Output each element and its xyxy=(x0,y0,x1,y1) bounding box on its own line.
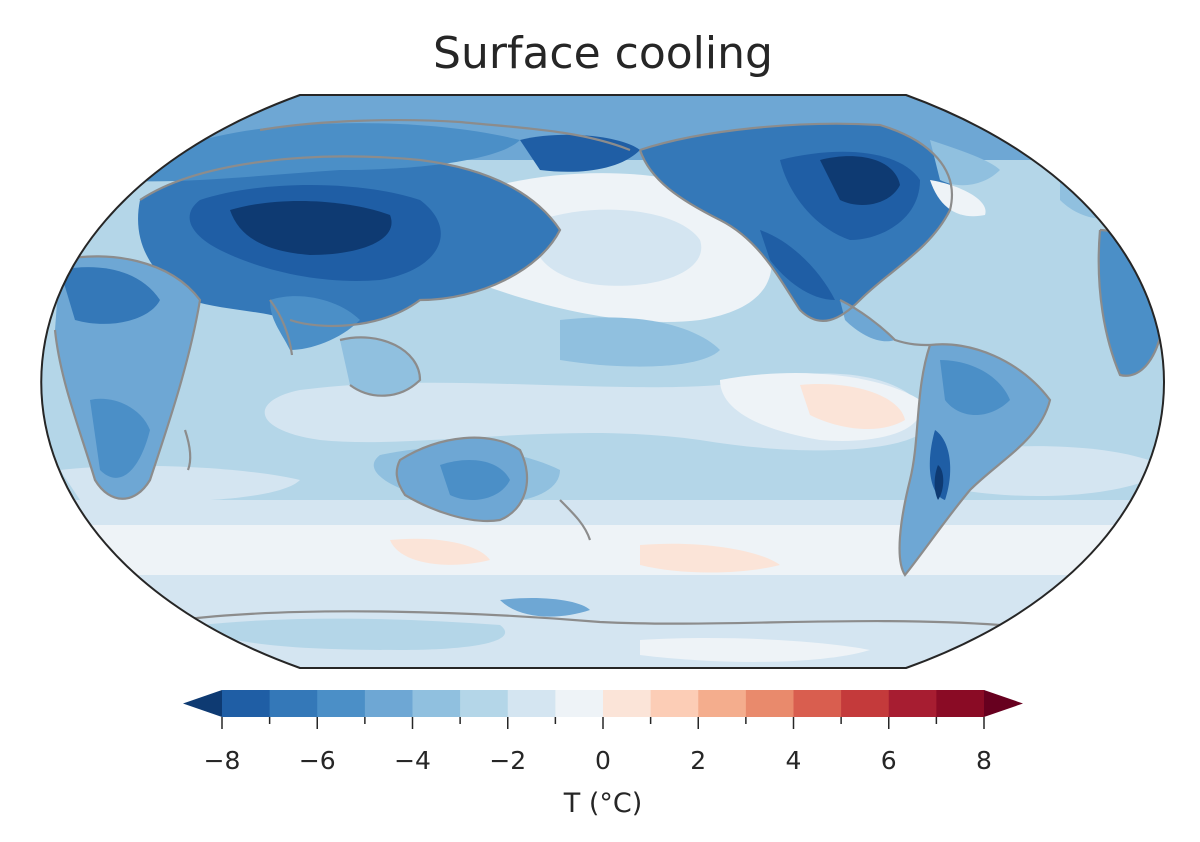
colorbar-ticks xyxy=(221,717,985,729)
colorbar-bin xyxy=(222,690,271,717)
colorbar-tick-label: 0 xyxy=(595,746,611,775)
colorbar-bin xyxy=(936,690,985,717)
colorbar-tick-label: −4 xyxy=(394,746,431,775)
colorbar-over-arrow xyxy=(984,690,1023,717)
colorbar-label: T (°C) xyxy=(563,788,643,819)
colorbar-bin xyxy=(841,690,890,717)
map-title: Surface cooling xyxy=(433,28,773,79)
colorbar-tick-label: 6 xyxy=(880,746,897,775)
colorbar-under-arrow xyxy=(183,690,222,717)
colorbar-tick-label: 4 xyxy=(785,746,802,775)
colorbar-bin xyxy=(412,690,461,717)
colorbar-bin xyxy=(793,690,842,717)
colorbar-tick-label: 2 xyxy=(690,746,707,775)
colorbar-bin xyxy=(888,690,937,717)
colorbar-bin xyxy=(555,690,604,717)
colorbar-tick-label: 8 xyxy=(976,746,992,775)
colorbar-bin xyxy=(507,690,556,717)
colorbar-tick-label: −6 xyxy=(298,746,336,775)
colorbar-tick-label: −8 xyxy=(203,746,241,775)
map-boundary xyxy=(40,94,1165,669)
colorbar-bin xyxy=(364,690,413,717)
colorbar-tick-label: −2 xyxy=(489,746,527,775)
colorbar-bins xyxy=(222,690,985,717)
colorbar-bin xyxy=(698,690,747,717)
colorbar-bin xyxy=(460,690,509,717)
colorbar-bin xyxy=(603,690,652,717)
colorbar-bin xyxy=(745,690,794,717)
colorbar-bin xyxy=(269,690,318,717)
colorbar-bin xyxy=(650,690,699,717)
colorbar-bin xyxy=(317,690,366,717)
